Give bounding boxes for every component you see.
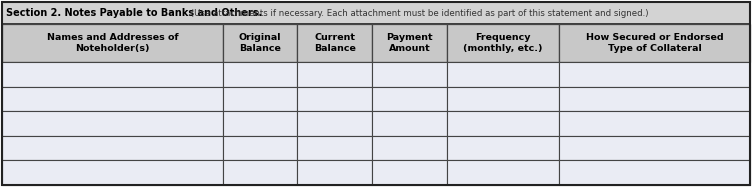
Bar	[2, 2, 750, 24]
Bar	[559, 87, 750, 111]
Bar	[223, 160, 298, 185]
Text: Payment
Amount: Payment Amount	[387, 33, 433, 53]
Bar	[298, 111, 372, 136]
Text: Section 2. Notes Payable to Banks and Others.: Section 2. Notes Payable to Banks and Ot…	[6, 8, 262, 18]
Bar	[372, 62, 447, 87]
Bar	[447, 136, 559, 160]
Bar	[2, 111, 223, 136]
Bar	[559, 160, 750, 185]
Bar	[447, 62, 559, 87]
Text: How Secured or Endorsed
Type of Collateral: How Secured or Endorsed Type of Collater…	[586, 33, 723, 53]
Text: Original
Balance: Original Balance	[239, 33, 281, 53]
Bar	[223, 87, 298, 111]
Bar	[2, 24, 223, 62]
Text: Names and Addresses of
Noteholder(s): Names and Addresses of Noteholder(s)	[47, 33, 178, 53]
Bar	[2, 87, 223, 111]
Bar	[223, 111, 298, 136]
Bar	[223, 136, 298, 160]
Bar	[298, 136, 372, 160]
Bar	[2, 136, 223, 160]
Bar	[223, 24, 298, 62]
Bar	[372, 111, 447, 136]
Bar	[298, 24, 372, 62]
Bar	[298, 87, 372, 111]
Text: Frequency
(monthly, etc.): Frequency (monthly, etc.)	[463, 33, 543, 53]
Text: (Use attachments if necessary. Each attachment must be identified as part of thi: (Use attachments if necessary. Each atta…	[188, 8, 649, 18]
Bar	[298, 160, 372, 185]
Bar	[298, 62, 372, 87]
Bar	[372, 87, 447, 111]
Bar	[559, 136, 750, 160]
Bar	[372, 24, 447, 62]
Bar	[559, 62, 750, 87]
Bar	[2, 62, 223, 87]
Bar	[447, 87, 559, 111]
Bar	[372, 160, 447, 185]
Bar	[447, 111, 559, 136]
Bar	[372, 136, 447, 160]
Bar	[223, 62, 298, 87]
Bar	[447, 24, 559, 62]
Bar	[559, 24, 750, 62]
Bar	[447, 160, 559, 185]
Text: Current
Balance: Current Balance	[314, 33, 356, 53]
Bar	[559, 111, 750, 136]
Bar	[2, 160, 223, 185]
